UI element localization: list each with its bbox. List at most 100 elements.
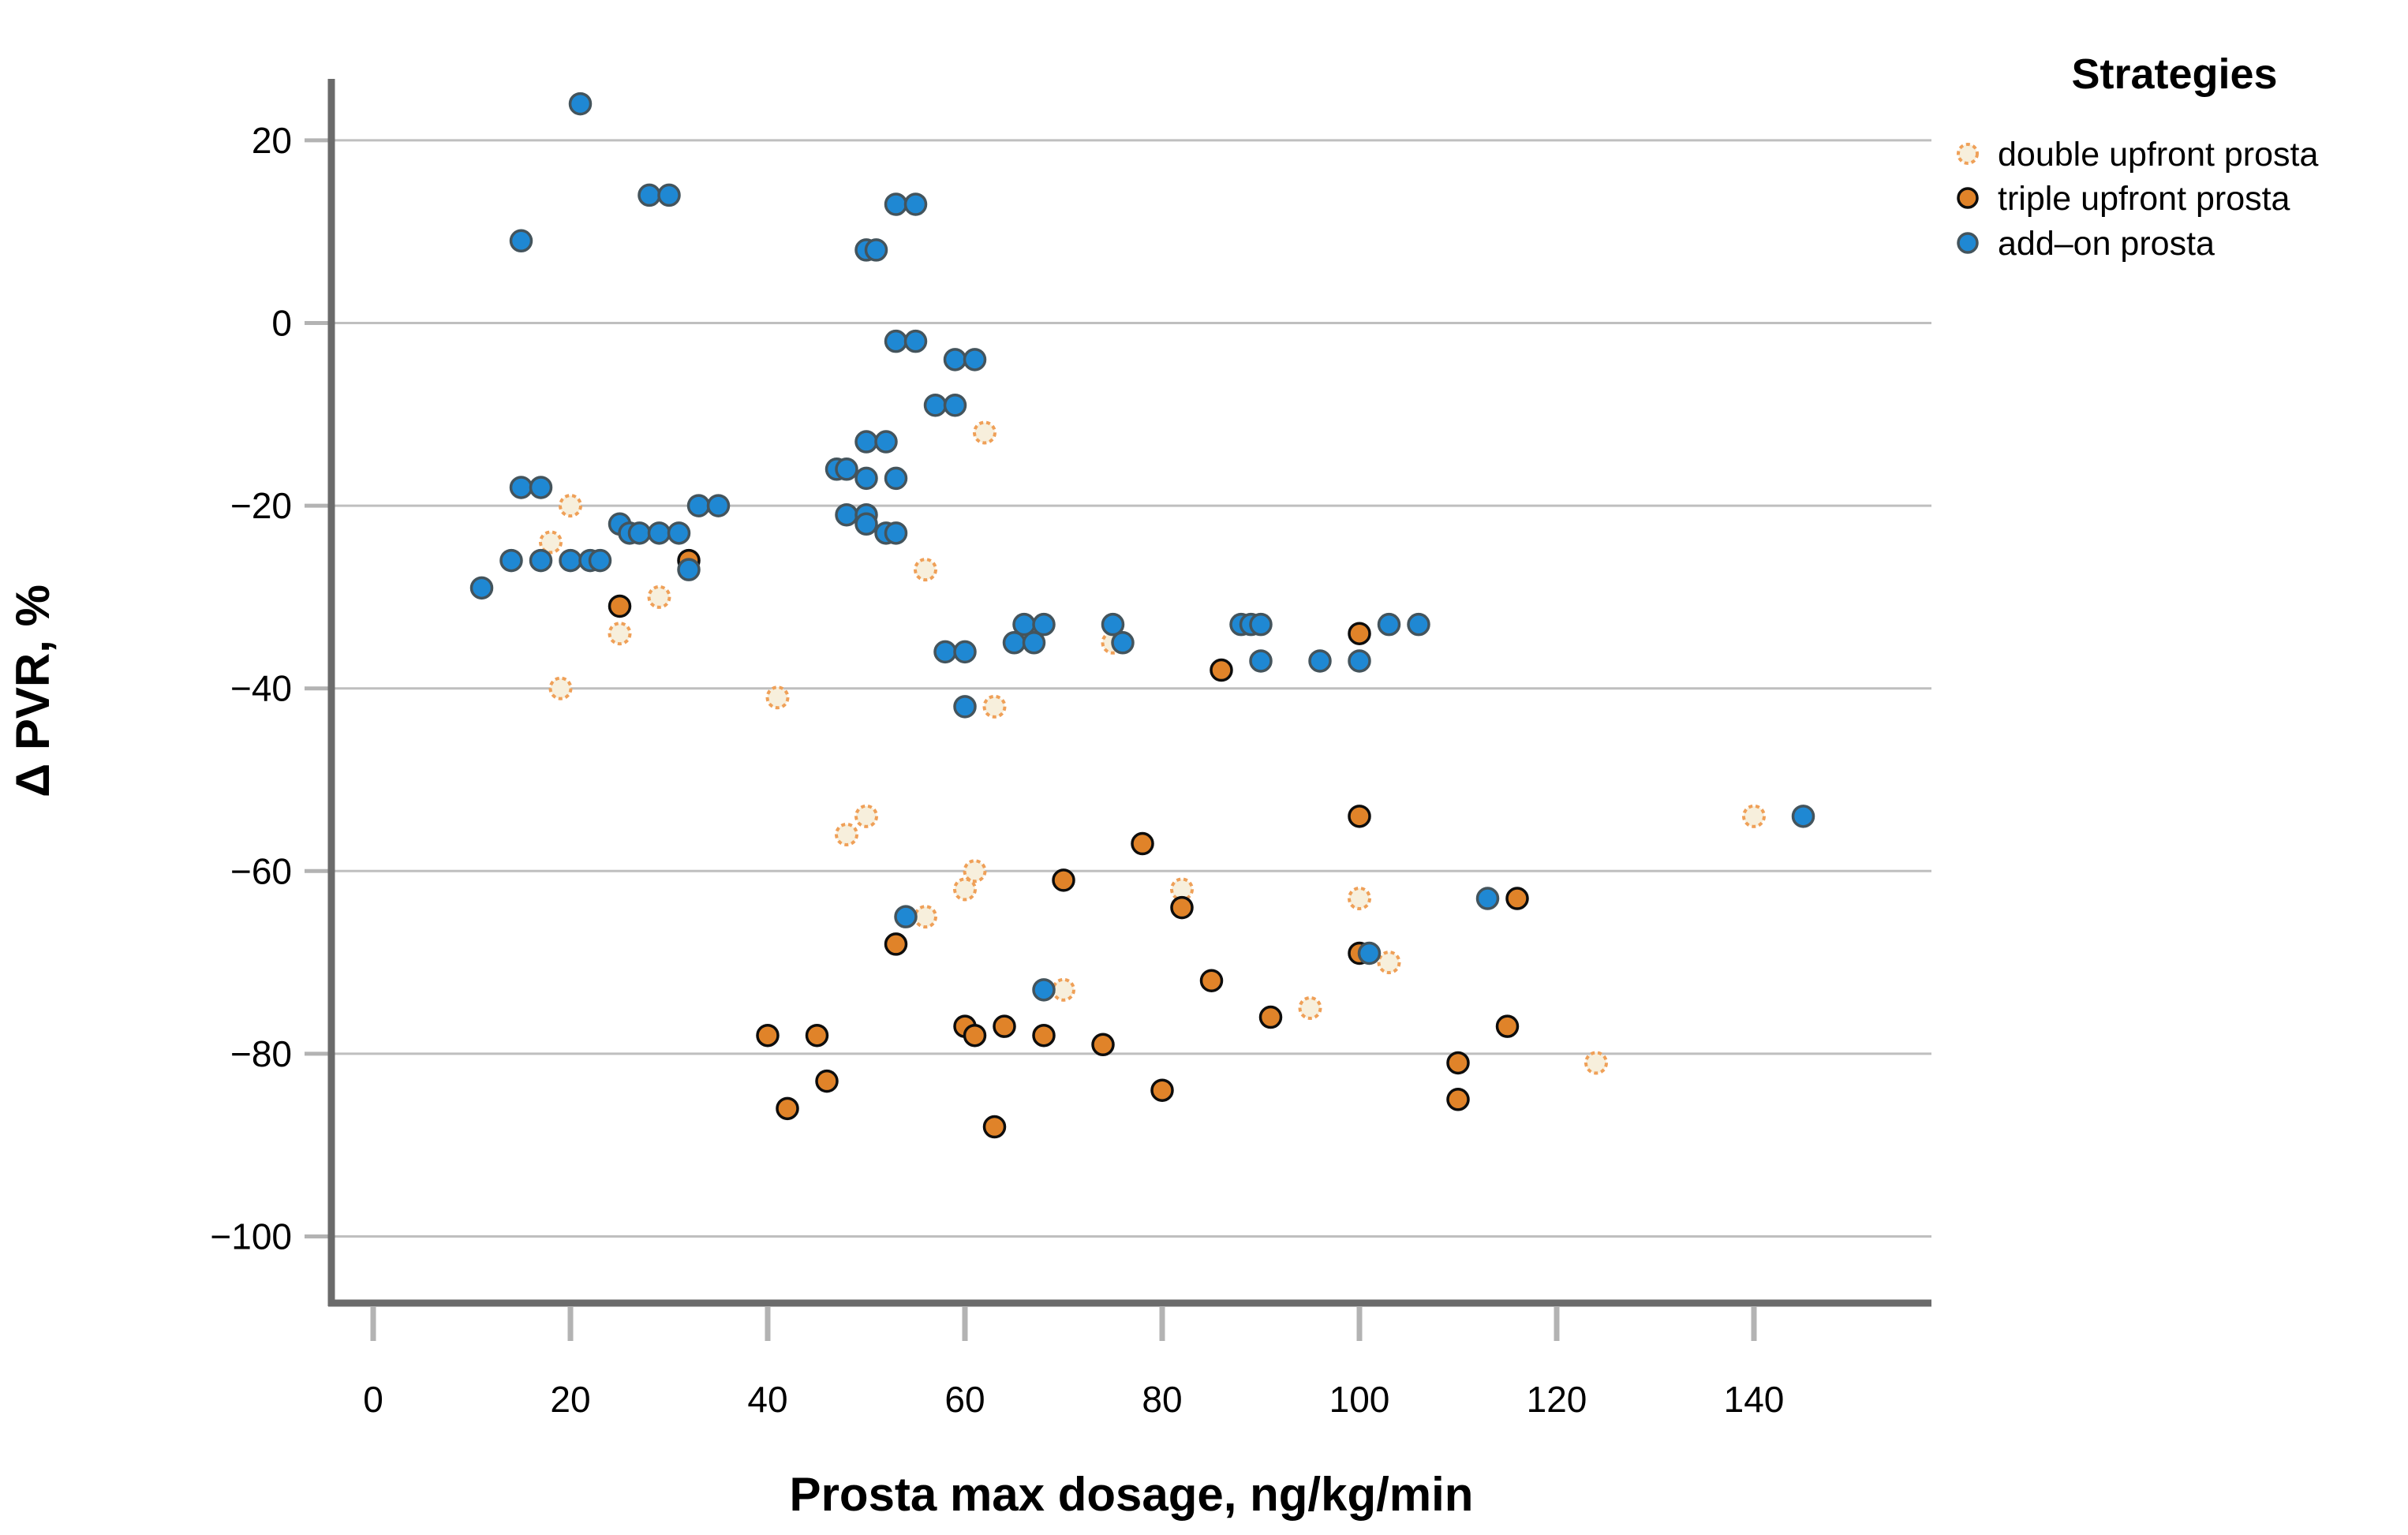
point-add-on-prosta [529,548,553,573]
point-add-on-prosta [568,92,593,116]
point-add-on-prosta [1407,612,1430,637]
point-add-on-prosta [884,329,908,353]
point-triple-upfront-prosta [1210,658,1233,682]
x-tick-label: 100 [1329,1379,1390,1420]
point-add-on-prosta [943,393,967,417]
point-add-on-prosta [884,521,908,545]
point-triple-upfront-prosta [1446,1088,1470,1111]
legend-marker-2 [1957,232,1979,254]
point-double-upfront-prosta [647,584,671,609]
point-triple-upfront-prosta [1505,887,1529,910]
x-tick-label: 0 [363,1379,383,1420]
point-add-on-prosta [638,183,661,207]
point-add-on-prosta [1791,805,1815,828]
point-add-on-prosta [1002,631,1026,655]
point-add-on-prosta [529,476,553,499]
point-triple-upfront-prosta [1348,622,1371,645]
point-double-upfront-prosta [539,530,563,555]
point-double-upfront-prosta [953,877,977,902]
point-add-on-prosta [1249,649,1273,673]
point-triple-upfront-prosta [1091,1033,1115,1057]
point-add-on-prosta [706,494,731,517]
legend-title: Strategies [2071,50,2277,98]
point-add-on-prosta [1032,612,1056,637]
point-triple-upfront-prosta [1150,1078,1174,1102]
point-double-upfront-prosta [1377,951,1401,975]
y-tick-label: −80 [230,1033,292,1074]
x-tick-label: 120 [1527,1379,1587,1420]
point-double-upfront-prosta [559,494,582,518]
point-double-upfront-prosta [1742,804,1766,828]
point-add-on-prosta [903,192,928,216]
point-add-on-prosta [1475,887,1500,910]
point-triple-upfront-prosta [963,1023,987,1048]
point-add-on-prosta [1111,631,1135,655]
x-tick-label: 60 [944,1379,985,1420]
point-add-on-prosta [1022,631,1046,655]
point-triple-upfront-prosta [608,594,632,618]
point-add-on-prosta [667,521,691,545]
point-add-on-prosta [1032,978,1056,1002]
point-add-on-prosta [963,348,987,372]
point-add-on-prosta [923,393,948,417]
point-add-on-prosta [1308,649,1332,673]
point-double-upfront-prosta [1584,1051,1608,1075]
x-tick-label: 140 [1724,1379,1785,1420]
legend-marker-0 [1957,143,1979,165]
y-axis-title: Δ PVR, % [6,584,59,797]
point-add-on-prosta [864,238,888,262]
point-add-on-prosta [884,192,908,216]
point-triple-upfront-prosta [1052,868,1075,892]
point-triple-upfront-prosta [1495,1014,1520,1038]
point-triple-upfront-prosta [1446,1051,1470,1075]
point-triple-upfront-prosta [756,1023,780,1048]
point-add-on-prosta [1348,649,1371,673]
legend-label-2: add–on prosta [1998,225,2215,263]
y-tick-label: 20 [252,120,292,161]
point-double-upfront-prosta [1298,995,1322,1020]
point-triple-upfront-prosta [1032,1023,1056,1048]
point-add-on-prosta [854,430,878,454]
point-add-on-prosta [559,548,582,573]
legend-marker-1 [1957,187,1979,209]
point-triple-upfront-prosta [1131,831,1154,856]
point-triple-upfront-prosta [815,1069,839,1093]
point-double-upfront-prosta [914,558,937,582]
point-add-on-prosta [647,521,671,545]
point-triple-upfront-prosta [884,932,908,956]
point-add-on-prosta [854,466,878,491]
point-triple-upfront-prosta [1348,805,1371,828]
point-add-on-prosta [884,466,908,491]
point-add-on-prosta [677,558,701,581]
point-double-upfront-prosta [608,622,632,646]
x-tick-label: 40 [747,1379,787,1420]
x-tick-label: 80 [1142,1379,1182,1420]
point-add-on-prosta [509,229,533,253]
point-double-upfront-prosta [963,859,987,883]
point-double-upfront-prosta [854,804,878,828]
point-add-on-prosta [953,640,977,664]
point-add-on-prosta [854,512,878,536]
y-tick-label: −60 [230,850,292,891]
point-double-upfront-prosta [973,420,996,445]
point-add-on-prosta [627,521,652,545]
point-triple-upfront-prosta [1258,1005,1283,1029]
point-add-on-prosta [686,494,711,517]
point-double-upfront-prosta [765,685,790,710]
point-add-on-prosta [1377,612,1401,637]
point-add-on-prosta [1357,941,1382,965]
y-tick-label: −100 [210,1216,292,1257]
point-triple-upfront-prosta [1170,895,1194,920]
point-add-on-prosta [657,183,681,207]
point-double-upfront-prosta [1348,887,1371,911]
y-tick-label: −40 [230,668,292,709]
point-add-on-prosta [835,502,858,527]
point-add-on-prosta [509,476,533,499]
point-double-upfront-prosta [982,694,1007,719]
point-add-on-prosta [1249,612,1273,637]
x-tick-label: 20 [550,1379,590,1420]
point-triple-upfront-prosta [993,1014,1016,1038]
point-double-upfront-prosta [835,822,858,846]
